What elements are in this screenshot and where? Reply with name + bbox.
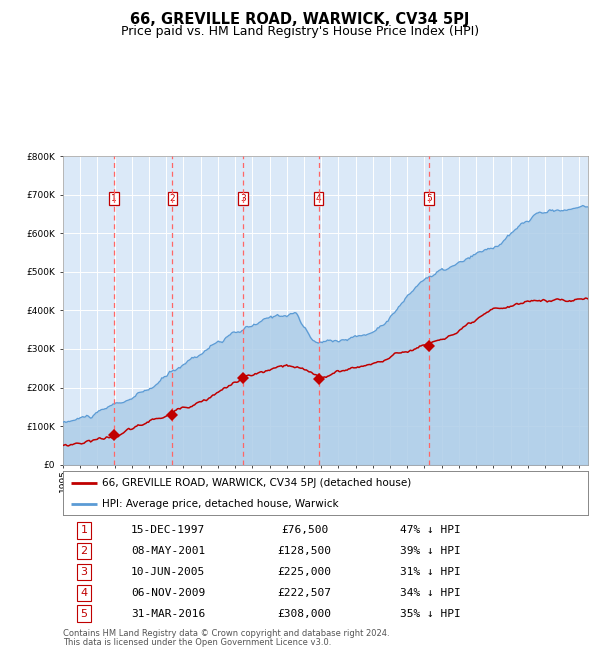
- Text: 35% ↓ HPI: 35% ↓ HPI: [400, 608, 461, 619]
- Text: 3: 3: [240, 194, 245, 203]
- Text: 4: 4: [80, 588, 88, 598]
- Text: 06-NOV-2009: 06-NOV-2009: [131, 588, 205, 598]
- Text: 2: 2: [170, 194, 175, 203]
- Text: 10-JUN-2005: 10-JUN-2005: [131, 567, 205, 577]
- Text: £128,500: £128,500: [277, 546, 331, 556]
- Text: £225,000: £225,000: [277, 567, 331, 577]
- Text: 34% ↓ HPI: 34% ↓ HPI: [400, 588, 461, 598]
- Text: 5: 5: [80, 608, 88, 619]
- Text: This data is licensed under the Open Government Licence v3.0.: This data is licensed under the Open Gov…: [63, 638, 331, 647]
- Text: 15-DEC-1997: 15-DEC-1997: [131, 525, 205, 536]
- Text: 66, GREVILLE ROAD, WARWICK, CV34 5PJ: 66, GREVILLE ROAD, WARWICK, CV34 5PJ: [130, 12, 470, 27]
- Text: 1: 1: [80, 525, 88, 536]
- Text: 31% ↓ HPI: 31% ↓ HPI: [400, 567, 461, 577]
- Text: 4: 4: [316, 194, 322, 203]
- Text: 31-MAR-2016: 31-MAR-2016: [131, 608, 205, 619]
- Text: 5: 5: [426, 194, 431, 203]
- Text: HPI: Average price, detached house, Warwick: HPI: Average price, detached house, Warw…: [103, 499, 339, 509]
- Text: £308,000: £308,000: [277, 608, 331, 619]
- Text: 08-MAY-2001: 08-MAY-2001: [131, 546, 205, 556]
- Text: 1: 1: [111, 194, 117, 203]
- Text: 39% ↓ HPI: 39% ↓ HPI: [400, 546, 461, 556]
- Text: 3: 3: [80, 567, 88, 577]
- Text: 47% ↓ HPI: 47% ↓ HPI: [400, 525, 461, 536]
- Text: £222,507: £222,507: [277, 588, 331, 598]
- Text: Contains HM Land Registry data © Crown copyright and database right 2024.: Contains HM Land Registry data © Crown c…: [63, 629, 389, 638]
- Text: Price paid vs. HM Land Registry's House Price Index (HPI): Price paid vs. HM Land Registry's House …: [121, 25, 479, 38]
- Text: 2: 2: [80, 546, 88, 556]
- Text: 66, GREVILLE ROAD, WARWICK, CV34 5PJ (detached house): 66, GREVILLE ROAD, WARWICK, CV34 5PJ (de…: [103, 478, 412, 488]
- Text: £76,500: £76,500: [281, 525, 328, 536]
